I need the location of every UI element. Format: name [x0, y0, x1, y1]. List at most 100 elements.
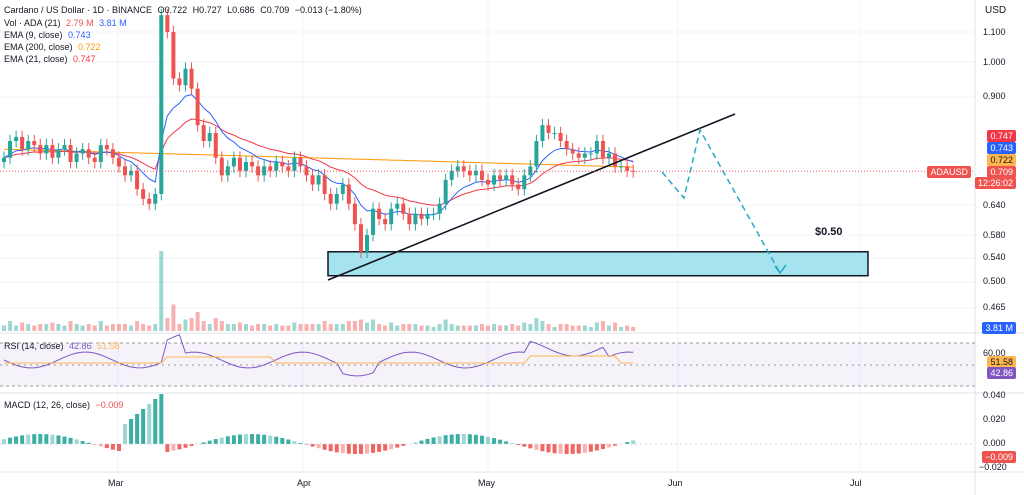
- rsi-value: 42.86: [69, 341, 92, 351]
- candle-body: [552, 132, 557, 134]
- macd-bar: [274, 436, 279, 444]
- candle-body: [110, 149, 115, 158]
- candle-body: [195, 88, 200, 126]
- macd-axis-tick: −0.020: [979, 462, 1007, 472]
- candle-body: [588, 153, 593, 155]
- volume-bar: [479, 324, 484, 331]
- volume-bar: [594, 322, 599, 331]
- symbol-title[interactable]: Cardano / US Dollar · 1D · BINANCE: [4, 5, 153, 15]
- candle-body: [44, 145, 49, 154]
- candle-body: [425, 213, 430, 219]
- candle-body: [455, 166, 460, 171]
- volume-bar: [92, 325, 97, 331]
- volume-bar: [38, 324, 43, 331]
- time-tick: Mar: [108, 478, 124, 488]
- macd-bar: [165, 444, 170, 452]
- macd-bar: [219, 437, 224, 444]
- volume-bar: [159, 251, 164, 331]
- macd-bar: [135, 414, 140, 444]
- macd-bar: [365, 444, 369, 454]
- ema200-legend[interactable]: EMA (200, close) 0.722: [4, 42, 104, 53]
- candle-body: [32, 141, 37, 146]
- volume-bar: [98, 321, 103, 331]
- volume-bar: [358, 319, 363, 331]
- volume-bar: [280, 325, 285, 331]
- volume-legend[interactable]: Vol · ADA (21) 2.79 M 3.81 M: [4, 18, 130, 29]
- rsi-legend[interactable]: RSI (14, close) 42.86 51.58: [4, 341, 123, 352]
- macd-axis-tick: 0.020: [983, 414, 1006, 424]
- volume-bar: [165, 318, 170, 331]
- candle-body: [38, 145, 43, 154]
- macd-bar: [564, 444, 569, 454]
- candle-body: [123, 166, 127, 176]
- macd-bar: [225, 436, 230, 444]
- volume-bar: [213, 318, 218, 331]
- macd-bar: [159, 394, 164, 444]
- macd-legend[interactable]: MACD (12, 26, close) −0.009: [4, 400, 126, 411]
- volume-bar: [86, 324, 91, 331]
- macd-bar: [449, 434, 454, 444]
- candle-body: [510, 175, 515, 185]
- candle-body: [50, 145, 55, 158]
- volume-bar: [116, 324, 121, 331]
- macd-bar: [328, 444, 333, 452]
- volume-tag: 3.81 M: [982, 322, 1016, 334]
- volume-bar: [298, 324, 303, 331]
- candle-body: [607, 153, 611, 158]
- ema21-price-tag: 0.747: [987, 130, 1016, 142]
- macd-axis-tick: 0.000: [983, 438, 1006, 448]
- candle-body: [20, 136, 25, 150]
- macd-bar: [32, 434, 37, 444]
- open-value: O0.722: [157, 5, 188, 15]
- target-annotation[interactable]: $0.50: [815, 226, 843, 238]
- macd-bar: [631, 440, 636, 444]
- candle-body: [431, 213, 436, 215]
- candle-body: [625, 166, 630, 171]
- macd-bar: [534, 444, 539, 450]
- macd-bar: [443, 435, 448, 444]
- volume-bar: [219, 321, 224, 331]
- volume-label: Vol · ADA (21): [4, 18, 61, 28]
- candle-body: [504, 175, 509, 180]
- time-tick: May: [478, 478, 496, 488]
- currency-label[interactable]: USD: [985, 5, 1007, 16]
- volume-bar: [177, 324, 182, 331]
- macd-bar: [522, 444, 527, 447]
- volume-bar: [207, 324, 212, 331]
- volume-bar: [570, 325, 575, 331]
- macd-bar: [116, 444, 121, 451]
- volume-bar: [141, 324, 146, 331]
- candle-body: [443, 179, 448, 204]
- volume-bar: [244, 324, 248, 331]
- volume-bar: [340, 324, 345, 331]
- volume-bar: [588, 327, 593, 331]
- volume-bar: [183, 319, 188, 331]
- macd-bar: [425, 438, 430, 444]
- volume-bar: [546, 324, 551, 331]
- ema21-legend[interactable]: EMA (21, close) 0.747: [4, 54, 99, 65]
- volume-bar: [552, 327, 557, 331]
- macd-bar: [486, 436, 490, 444]
- volume-bar: [201, 321, 206, 331]
- macd-value: −0.009: [95, 400, 124, 410]
- volume-bar: [171, 304, 176, 331]
- macd-bar: [244, 434, 248, 444]
- volume-bar: [486, 325, 490, 331]
- time-tick: Apr: [297, 478, 312, 488]
- ema200-line: [3, 148, 634, 168]
- candle-body: [225, 166, 230, 176]
- candle-body: [250, 162, 255, 167]
- macd-bar: [262, 434, 267, 444]
- macd-bar: [38, 434, 43, 444]
- ohlc-legend: Cardano / US Dollar · 1D · BINANCE O0.72…: [4, 5, 365, 16]
- volume-bar: [32, 325, 37, 331]
- ema9-legend[interactable]: EMA (9, close) 0.743: [4, 30, 94, 41]
- macd-tag: −0.009: [982, 451, 1016, 463]
- candle-body: [389, 208, 394, 225]
- macd-bar: [552, 444, 557, 454]
- volume-bar: [377, 324, 382, 331]
- volume-bar: [419, 325, 424, 331]
- volume-bar: [407, 324, 412, 331]
- ema9-value: 0.743: [68, 30, 91, 40]
